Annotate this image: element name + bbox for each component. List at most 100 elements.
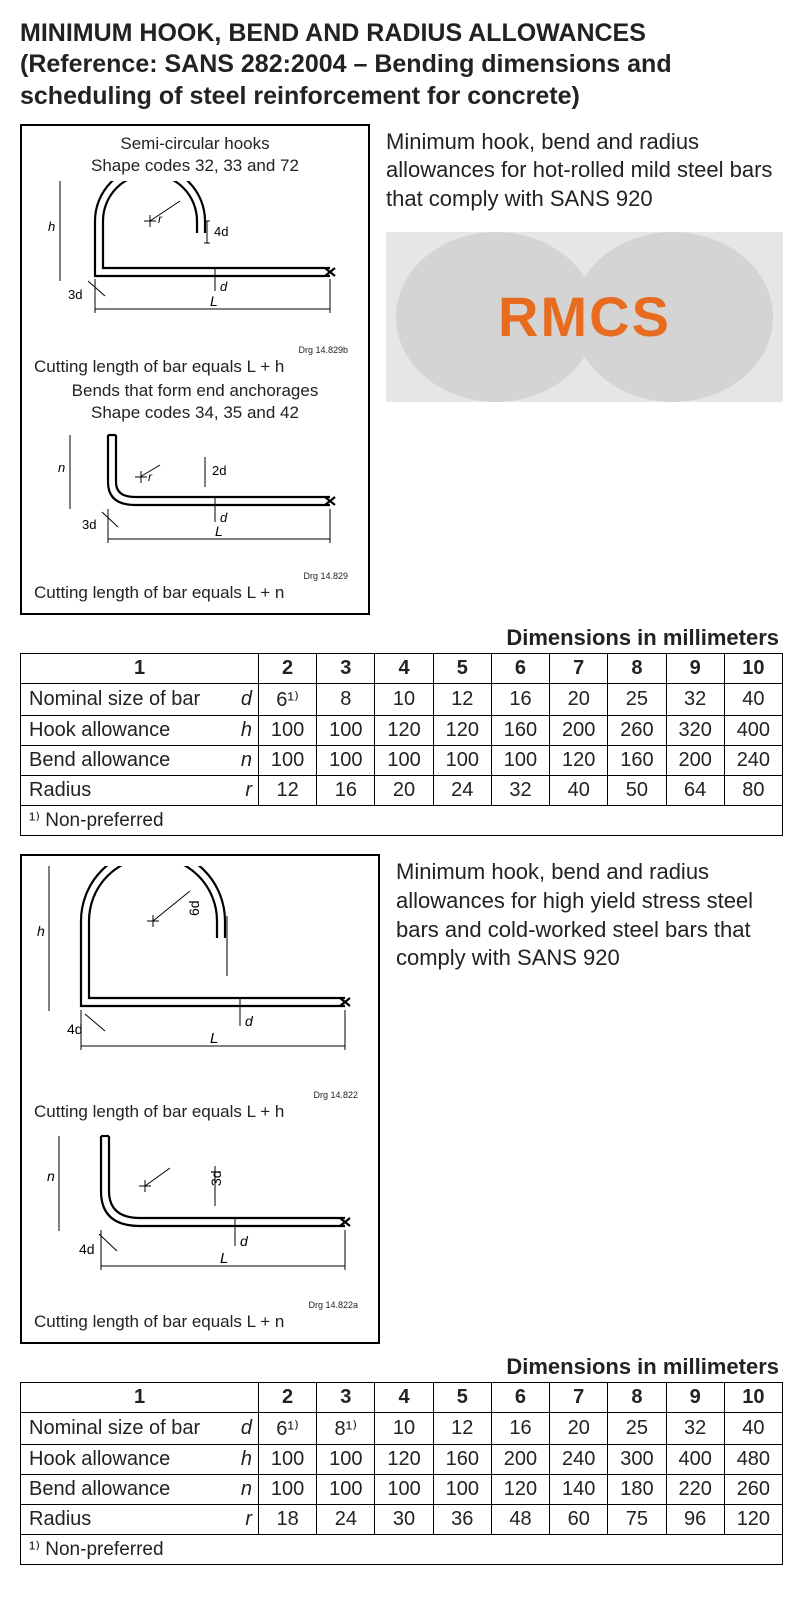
- side-text-2: Minimum hook, bend and radius allowances…: [396, 854, 783, 1344]
- col-header: 6: [491, 654, 549, 684]
- row-label: Radius: [21, 1505, 231, 1535]
- data-cell: 100: [259, 716, 317, 746]
- col-header: 3: [317, 1383, 375, 1413]
- row-symbol: r: [231, 1505, 259, 1535]
- table-1: 12345678910Nominal size of bard6¹⁾810121…: [20, 653, 783, 836]
- data-cell: 140: [550, 1475, 608, 1505]
- data-cell: 64: [666, 776, 724, 806]
- data-cell: 36: [433, 1505, 491, 1535]
- data-cell: 16: [491, 684, 549, 716]
- cutting-note-2: Cutting length of bar equals L + n: [30, 583, 360, 603]
- data-cell: 48: [491, 1505, 549, 1535]
- section-1: Semi-circular hooks Shape codes 32, 33 a…: [20, 124, 783, 616]
- data-cell: 160: [608, 746, 666, 776]
- col-header: 8: [608, 654, 666, 684]
- data-cell: 8: [317, 684, 375, 716]
- cutting-note-1: Cutting length of bar equals L + h: [30, 357, 360, 377]
- data-cell: 12: [259, 776, 317, 806]
- data-cell: 120: [433, 716, 491, 746]
- data-cell: 25: [608, 1413, 666, 1445]
- data-cell: 100: [259, 1475, 317, 1505]
- bend-diagram-1: n 2d r d 3d L: [40, 427, 350, 567]
- data-cell: 120: [491, 1475, 549, 1505]
- data-cell: 200: [666, 746, 724, 776]
- data-cell: 80: [724, 776, 782, 806]
- svg-text:r: r: [148, 470, 153, 484]
- svg-text:L: L: [215, 523, 223, 539]
- data-cell: 30: [375, 1505, 433, 1535]
- caption-1b: Shape codes 32, 33 and 72: [30, 156, 360, 176]
- data-cell: 240: [550, 1445, 608, 1475]
- row-label: Hook allowance: [21, 716, 231, 746]
- data-cell: 32: [491, 776, 549, 806]
- svg-text:r: r: [158, 212, 163, 226]
- svg-text:3d: 3d: [68, 287, 82, 302]
- data-cell: 160: [491, 716, 549, 746]
- svg-text:3d: 3d: [82, 517, 96, 532]
- data-cell: 100: [433, 1475, 491, 1505]
- caption-1a: Semi-circular hooks: [30, 134, 360, 154]
- data-cell: 8¹⁾: [317, 1413, 375, 1445]
- data-cell: 50: [608, 776, 666, 806]
- row-symbol: r: [231, 776, 259, 806]
- data-cell: 40: [550, 776, 608, 806]
- col-header: 5: [433, 654, 491, 684]
- data-cell: 120: [724, 1505, 782, 1535]
- data-cell: 220: [666, 1475, 724, 1505]
- row-label: Hook allowance: [21, 1445, 231, 1475]
- data-cell: 320: [666, 716, 724, 746]
- data-cell: 100: [317, 716, 375, 746]
- svg-text:d: d: [245, 1013, 254, 1029]
- svg-text:3d: 3d: [208, 1171, 224, 1187]
- table-2: 12345678910Nominal size of bard6¹⁾8¹⁾101…: [20, 1382, 783, 1565]
- col-header: 1: [21, 654, 259, 684]
- data-cell: 12: [433, 1413, 491, 1445]
- data-cell: 10: [375, 1413, 433, 1445]
- table1-header: Dimensions in millimeters: [20, 625, 779, 651]
- data-cell: 400: [666, 1445, 724, 1475]
- page-title: MINIMUM HOOK, BEND AND RADIUS ALLOWANCES…: [20, 18, 783, 112]
- drg-label-4: Drg 14.822a: [30, 1300, 370, 1310]
- data-cell: 16: [491, 1413, 549, 1445]
- data-cell: 100: [259, 746, 317, 776]
- col-header: 9: [666, 1383, 724, 1413]
- diagram-box-2: h 6d d 4d L Drg 14.822: [20, 854, 380, 1344]
- data-cell: 24: [433, 776, 491, 806]
- data-cell: 96: [666, 1505, 724, 1535]
- col-header: 8: [608, 1383, 666, 1413]
- svg-text:n: n: [47, 1168, 55, 1184]
- data-cell: 32: [666, 1413, 724, 1445]
- data-cell: 6¹⁾: [259, 1413, 317, 1445]
- svg-text:h: h: [48, 219, 55, 234]
- drg-label-2: Drg 14.829: [30, 571, 360, 581]
- logo-text: RMCS: [498, 284, 671, 349]
- data-cell: 100: [317, 746, 375, 776]
- footnote: ¹⁾ Non-preferred: [21, 1535, 783, 1565]
- footnote: ¹⁾ Non-preferred: [21, 806, 783, 836]
- data-cell: 260: [724, 1475, 782, 1505]
- data-cell: 20: [550, 1413, 608, 1445]
- col-header: 2: [259, 654, 317, 684]
- hook-diagram-2: h 6d d 4d L: [35, 866, 365, 1086]
- data-cell: 75: [608, 1505, 666, 1535]
- logo-box: RMCS: [386, 232, 783, 402]
- data-cell: 260: [608, 716, 666, 746]
- data-cell: 200: [550, 716, 608, 746]
- data-cell: 40: [724, 684, 782, 716]
- table2-header: Dimensions in millimeters: [20, 1354, 779, 1380]
- row-symbol: h: [231, 716, 259, 746]
- data-cell: 24: [317, 1505, 375, 1535]
- col-header: 10: [724, 1383, 782, 1413]
- data-cell: 100: [375, 746, 433, 776]
- row-label: Bend allowance: [21, 746, 231, 776]
- svg-text:h: h: [37, 923, 45, 939]
- data-cell: 100: [491, 746, 549, 776]
- row-symbol: n: [231, 746, 259, 776]
- data-cell: 120: [550, 746, 608, 776]
- row-label: Bend allowance: [21, 1475, 231, 1505]
- svg-text:L: L: [210, 1030, 218, 1047]
- data-cell: 100: [375, 1475, 433, 1505]
- svg-text:L: L: [210, 293, 218, 309]
- svg-text:4d: 4d: [67, 1021, 83, 1037]
- data-cell: 16: [317, 776, 375, 806]
